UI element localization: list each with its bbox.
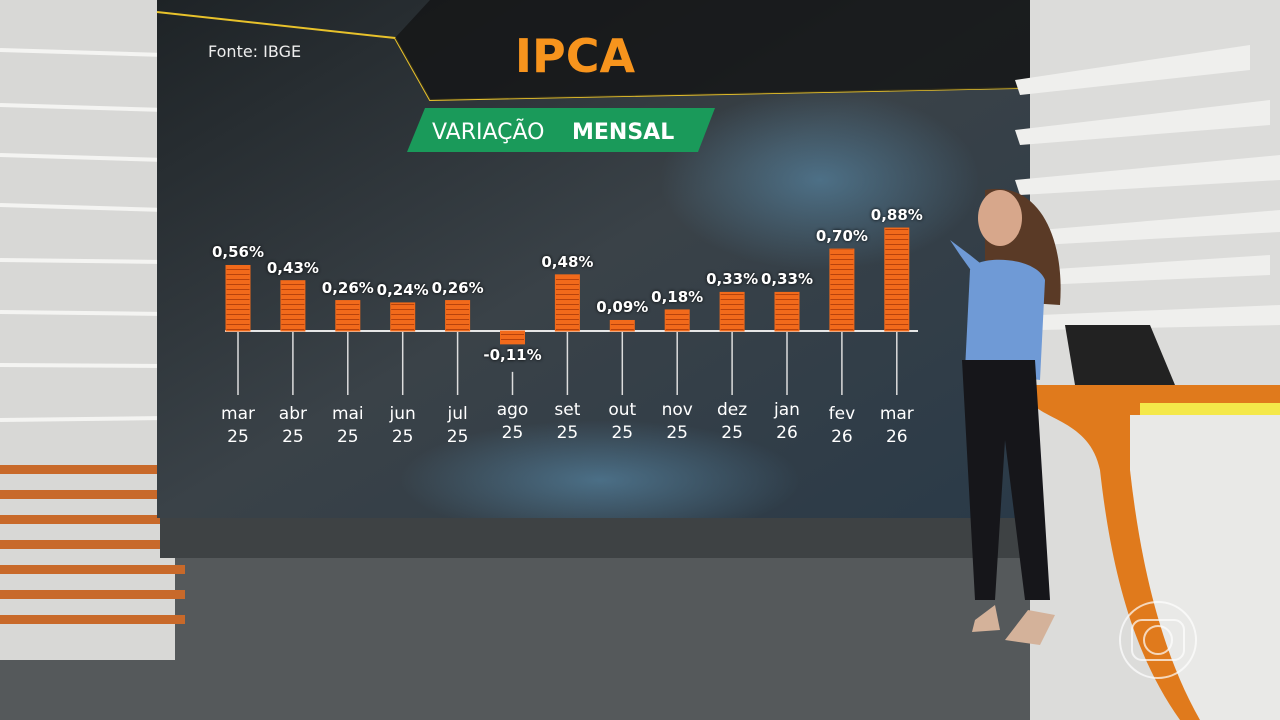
bar [225,264,251,332]
bar [335,300,361,332]
wood-slats [0,465,185,624]
wall-slats [0,48,166,422]
subtitle-banner [407,108,715,152]
bar [445,300,471,332]
bar [884,227,910,332]
source: Fonte: IBGE [208,42,301,61]
x-tick-label: ago 25 [496,400,529,443]
presenter [950,188,1061,645]
bar [500,330,525,345]
value-label: 0,56% [211,243,265,262]
x-tick-label: out 25 [608,400,637,443]
bar [609,319,635,332]
value-label: 0,24% [376,280,429,299]
x-tick-label: jun 25 [389,404,416,447]
value-label: 0,18% [651,287,704,306]
chart-title: IPCA [515,29,636,83]
value-label: 0,48% [541,252,594,271]
subtitle-part: VARIAÇÃO [432,118,544,145]
value-label: 0,33% [706,270,759,289]
x-tick-label: jul 25 [446,404,469,447]
x-tick-label: mar 25 [221,404,255,447]
bar [554,274,580,332]
value-label: 0,26% [321,278,374,297]
bar [390,302,416,332]
x-tick-label: fev 26 [828,404,856,447]
bar [719,291,745,332]
value-label: 0,09% [596,298,649,317]
value-label: 0,26% [431,278,484,297]
value-label: 0,88% [870,206,923,225]
subtitle-part: MENSAL [572,120,674,145]
x-tick-label: abr 25 [278,404,307,447]
channel-logo [1119,601,1197,679]
x-tick-label: nov 25 [661,400,693,443]
bar [280,280,306,332]
x-tick-label: set 25 [554,400,581,443]
left-wall [0,0,175,660]
bar [664,309,690,332]
x-tick-label: mar 26 [879,404,914,447]
x-tick-label: mai 25 [331,404,364,447]
value-label: 0,70% [815,227,868,246]
x-tick-label: jan 26 [774,400,800,443]
bar [774,291,800,332]
value-label: -0,11% [483,345,542,364]
bar [829,248,855,332]
x-tick-label: dez 25 [717,400,748,443]
value-label: 0,43% [266,258,319,277]
value-label: 0,33% [760,270,814,289]
right-slats [1015,45,1280,330]
